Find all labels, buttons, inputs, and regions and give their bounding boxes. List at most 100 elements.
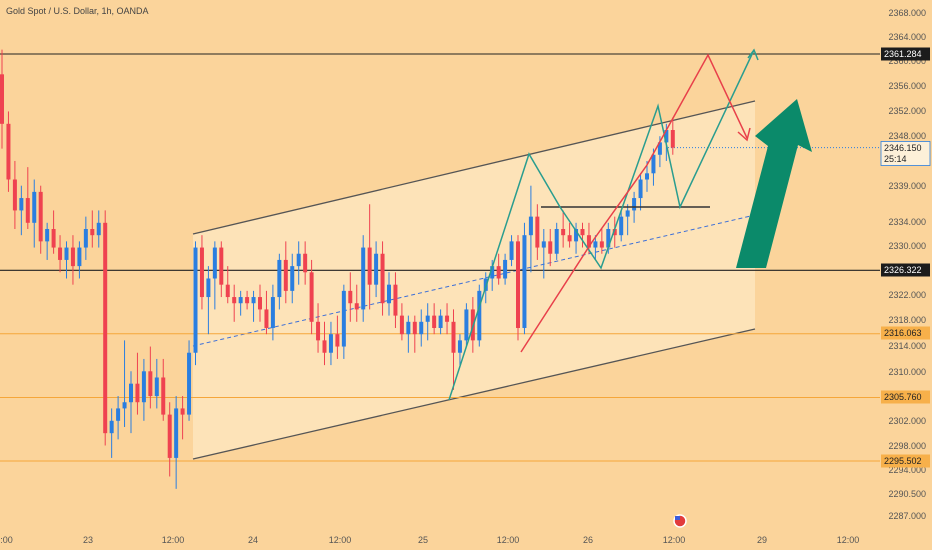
time-tick-label: 12:00 bbox=[663, 535, 686, 545]
candle bbox=[348, 272, 353, 322]
candle bbox=[277, 253, 282, 310]
candle bbox=[6, 111, 11, 192]
candle bbox=[264, 290, 269, 335]
teal-projection-path[interactable] bbox=[448, 49, 755, 401]
price-tick-label: 2294.000 bbox=[888, 465, 926, 475]
candle bbox=[103, 210, 108, 446]
candle bbox=[567, 222, 572, 248]
candle bbox=[586, 222, 591, 254]
candle bbox=[12, 160, 17, 229]
candle bbox=[322, 321, 327, 366]
time-tick-label: 24 bbox=[248, 535, 258, 545]
price-tag: 2361.284 bbox=[881, 47, 930, 61]
candle bbox=[393, 272, 398, 328]
price-tick-label: 2318.000 bbox=[888, 315, 926, 325]
red-arrowhead-icon bbox=[737, 127, 751, 142]
svg-text:2295.502: 2295.502 bbox=[884, 456, 922, 466]
candle bbox=[374, 241, 379, 298]
candle bbox=[51, 210, 56, 254]
time-tick-label: 12:00 bbox=[837, 535, 860, 545]
candle bbox=[380, 241, 385, 316]
svg-text:2326.322: 2326.322 bbox=[884, 265, 922, 275]
price-tick-label: 2310.000 bbox=[888, 367, 926, 377]
candle bbox=[122, 340, 127, 427]
candle bbox=[399, 303, 404, 341]
candle bbox=[580, 222, 585, 248]
time-tick-label: 12:00 bbox=[329, 535, 352, 545]
price-tick-label: 2287.000 bbox=[888, 511, 926, 521]
price-tag: 2295.502 bbox=[881, 454, 930, 468]
candle bbox=[96, 210, 101, 248]
candle bbox=[425, 303, 430, 341]
candle bbox=[135, 352, 140, 415]
candle bbox=[154, 358, 159, 409]
candle bbox=[290, 253, 295, 304]
candle bbox=[574, 222, 579, 254]
price-tick-label: 2364.000 bbox=[888, 32, 926, 42]
price-tag: 2326.322 bbox=[881, 263, 930, 277]
big-up-arrow-icon[interactable] bbox=[736, 99, 812, 268]
channel-lower-line[interactable] bbox=[192, 328, 756, 460]
candle bbox=[561, 210, 566, 248]
candle bbox=[258, 284, 262, 322]
price-tag: 2305.760 bbox=[881, 390, 930, 404]
candle bbox=[270, 284, 275, 341]
candle bbox=[599, 228, 604, 254]
time-axis[interactable]: 2:00 23 12:00 24 12:00 25 12:00 26 12:00 29 12:00 bbox=[0, 535, 859, 545]
time-tick-label: 26 bbox=[583, 535, 593, 545]
candle bbox=[116, 396, 121, 440]
price-tick-label: 2298.000 bbox=[888, 441, 926, 451]
candle bbox=[109, 408, 114, 458]
candle bbox=[670, 117, 675, 155]
candle bbox=[625, 204, 630, 236]
candle bbox=[90, 210, 95, 248]
candle bbox=[174, 396, 179, 489]
candle bbox=[541, 228, 546, 279]
time-tick-label: 2:00 bbox=[0, 535, 13, 545]
candle bbox=[212, 241, 217, 310]
time-tick-label: 25 bbox=[418, 535, 428, 545]
price-tick-label: 2302.000 bbox=[888, 416, 926, 426]
price-tick-label: 2348.000 bbox=[888, 131, 926, 141]
channel-mid-line[interactable] bbox=[192, 214, 756, 347]
candle bbox=[251, 290, 256, 322]
svg-text:2305.760: 2305.760 bbox=[884, 392, 922, 402]
candle bbox=[406, 315, 411, 353]
candle bbox=[412, 315, 417, 353]
candle bbox=[516, 235, 520, 341]
candle bbox=[148, 346, 153, 409]
candle bbox=[45, 222, 50, 260]
candle bbox=[58, 235, 63, 273]
candle bbox=[638, 173, 643, 211]
time-tick-label: 12:00 bbox=[162, 535, 185, 545]
candle bbox=[238, 290, 243, 316]
candle bbox=[509, 235, 514, 267]
svg-text:2316.063: 2316.063 bbox=[884, 328, 922, 338]
candle bbox=[206, 266, 211, 335]
candle bbox=[199, 235, 204, 310]
svg-text:2361.284: 2361.284 bbox=[884, 49, 922, 59]
candle bbox=[457, 334, 462, 366]
candle bbox=[438, 309, 443, 335]
price-tick-label: 2339.000 bbox=[888, 181, 926, 191]
candle bbox=[335, 315, 340, 359]
candle bbox=[361, 235, 366, 322]
candle bbox=[419, 309, 424, 347]
candle bbox=[0, 49, 4, 149]
levels-layer bbox=[0, 53, 880, 462]
price-tick-label: 2356.000 bbox=[888, 81, 926, 91]
candle bbox=[70, 235, 75, 285]
candle bbox=[225, 266, 230, 304]
candle bbox=[528, 185, 533, 273]
candle bbox=[612, 216, 617, 248]
symbol-title: Gold Spot / U.S. Dollar, 1h, OANDA bbox=[6, 6, 149, 16]
candle bbox=[619, 210, 624, 242]
candle bbox=[593, 235, 598, 260]
red-projection-path[interactable] bbox=[520, 53, 748, 353]
price-tick-label: 2368.000 bbox=[888, 8, 926, 18]
candle bbox=[19, 185, 24, 236]
candle bbox=[283, 241, 288, 304]
candle bbox=[535, 204, 540, 260]
